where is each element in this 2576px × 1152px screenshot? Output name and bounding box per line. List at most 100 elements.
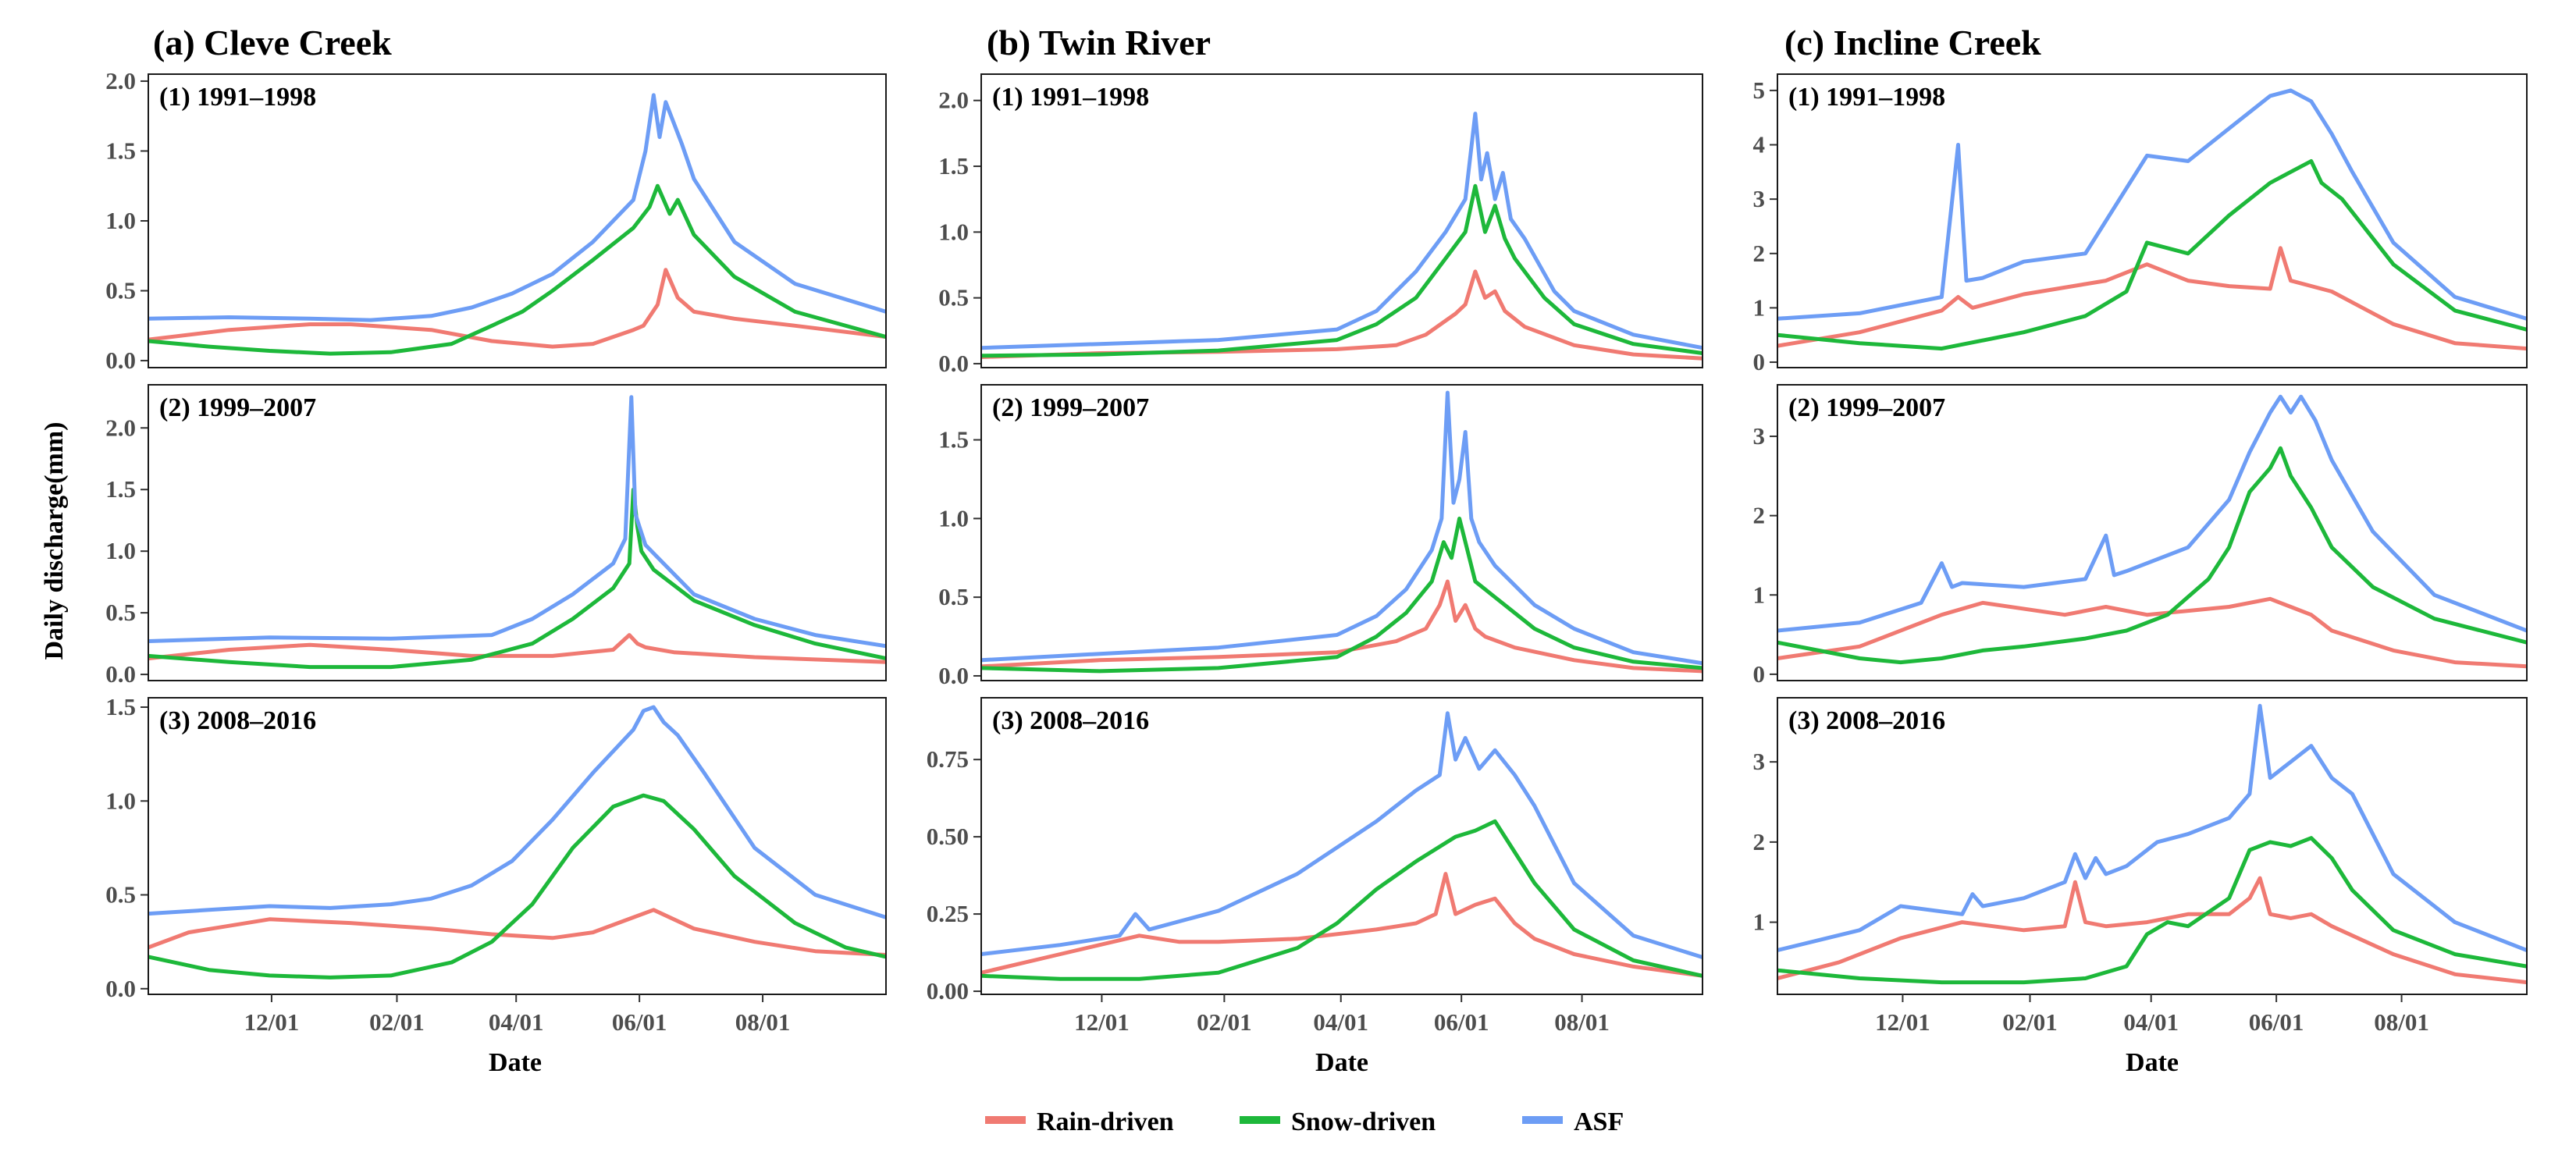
column-title-a: (a) Cleve Creek [153,23,392,62]
ytick-label: 1.0 [105,537,136,564]
ytick-label: 0.5 [105,599,136,626]
ytick-label: 2 [1753,240,1766,267]
series-snow-b-1 [981,183,1703,358]
legend-label-asf: ASF [1574,1108,1624,1136]
ytick-label: 0 [1753,348,1766,375]
ytick-label: 1.0 [938,218,969,245]
series-group [1777,88,2527,351]
x-axis-label-b: Date [1315,1048,1368,1077]
ytick-label: 0.0 [105,660,136,688]
ytick-label: 0.50 [927,823,969,850]
ytick-label: 2 [1753,502,1766,529]
series-rain-a-3 [148,908,886,957]
xtick-label: 02/01 [2002,1008,2058,1036]
panel-frame [1777,73,2528,368]
column-b: (b) Twin River 0.0 0.5 1.0 1.5 2.0 (1) 1991–19… [927,23,1703,1036]
panel-frame [980,697,1703,995]
series-snow-c-3 [1777,836,2527,985]
ytick-label: 0.0 [938,350,969,377]
ytick-label: 2.0 [938,87,969,114]
series-snow-a-2 [148,487,886,670]
xtick-label: 12/01 [244,1008,300,1036]
series-asf-a-2 [148,395,886,649]
ytick-label: 1.0 [105,787,136,814]
xtick-label: 08/01 [735,1008,791,1036]
series-asf-b-3 [981,711,1703,959]
series-snow-a-3 [148,793,886,980]
series-group [1777,394,2527,669]
x-axis-label-c: Date [2126,1048,2179,1077]
legend-label-snow: Snow-driven [1291,1108,1436,1136]
ytick-label: 3 [1753,422,1766,450]
ytick-label: 0.00 [927,977,969,1004]
y-axis-label: Daily discharge(mm) [40,421,69,660]
ytick-label: 3 [1753,748,1766,775]
xtick-label: 02/01 [369,1008,425,1036]
panel-frame [148,697,887,995]
series-asf-c-2 [1777,394,2527,633]
panel-period-label: (2) 1999–2007 [992,393,1149,422]
ytick-label: 1 [1753,293,1766,321]
panel-period-label: (2) 1999–2007 [1788,393,1945,422]
series-rain-c-3 [1777,876,2527,985]
series-group [981,112,1703,361]
panel-c-1: 0 1 2 3 4 5 (1) 1991–1998 [1753,73,2528,375]
series-asf-a-1 [148,93,886,322]
xtick-label: 04/01 [1313,1008,1368,1036]
ytick-label: 1.0 [105,207,136,234]
series-rain-a-1 [148,268,886,349]
ytick-label: 5 [1753,76,1766,104]
panel-b-2: 0.0 0.5 1.0 1.5 (2) 1999–2007 [938,384,1703,689]
panel-frame [1777,697,2528,995]
xtick-label: 06/01 [612,1008,667,1036]
legend-swatch-snow [1240,1116,1280,1124]
panel-b-3: 0.00 0.25 0.50 0.75 (3) 2008–2016 12/01 02/01 0… [927,697,1703,1036]
legend-swatch-asf [1522,1116,1563,1124]
ytick-label: 3 [1753,185,1766,212]
panel-frame [148,384,887,681]
series-rain-a-2 [148,633,886,664]
series-snow-b-2 [981,516,1703,674]
series-rain-c-1 [1777,246,2527,351]
column-a: (a) Cleve Creek 0.0 0.5 1.0 1.5 2.0 (1) 1991–1… [105,23,887,1036]
series-rain-b-1 [981,269,1703,361]
legend-label-rain: Rain-driven [1037,1108,1174,1136]
ytick-label: 0 [1753,660,1766,688]
xtick-label: 06/01 [1434,1008,1489,1036]
series-snow-a-1 [148,183,886,356]
ytick-label: 1.0 [938,504,969,532]
series-group [148,705,886,980]
panel-period-label: (3) 2008–2016 [1788,706,1945,735]
ytick-label: 0.0 [938,662,969,689]
ytick-label: 1 [1753,908,1766,936]
series-group [1777,703,2527,985]
ytick-label: 0.5 [938,583,969,610]
series-asf-c-1 [1777,88,2527,321]
ytick-label: 4 [1753,131,1766,158]
ytick-label: 0.5 [938,284,969,311]
ytick-label: 1.5 [105,693,136,720]
ytick-label: 0.75 [927,745,969,773]
column-title-c: (c) Incline Creek [1784,23,2041,62]
ytick-label: 0.5 [105,881,136,908]
panel-period-label: (1) 1991–1998 [992,83,1149,112]
xtick-label: 06/01 [2249,1008,2304,1036]
ytick-label: 1.5 [938,152,969,180]
panel-period-label: (1) 1991–1998 [1788,83,1945,112]
ytick-label: 1.5 [105,137,136,164]
series-group [981,711,1703,981]
panel-a-1: 0.0 0.5 1.0 1.5 2.0 (1) 1991–1998 [105,67,887,374]
series-group [148,395,886,670]
panel-period-label: (3) 2008–2016 [159,706,316,735]
ytick-label: 1.5 [105,475,136,503]
series-group [148,93,886,356]
panel-c-2: 0 1 2 3 (2) 1999–2007 [1753,384,2528,688]
column-c: (c) Incline Creek 0 1 2 3 4 5 (1) 1991–1998 0 1 2 3… [1753,23,2528,1036]
panel-frame [148,73,887,368]
xtick-label: 12/01 [1875,1008,1930,1036]
xtick-label: 12/01 [1074,1008,1130,1036]
xtick-label: 02/01 [1197,1008,1252,1036]
series-asf-c-3 [1777,703,2527,952]
panels-layer: (a) Cleve Creek 0.0 0.5 1.0 1.5 2.0 (1) 1991–1… [105,23,2528,1036]
